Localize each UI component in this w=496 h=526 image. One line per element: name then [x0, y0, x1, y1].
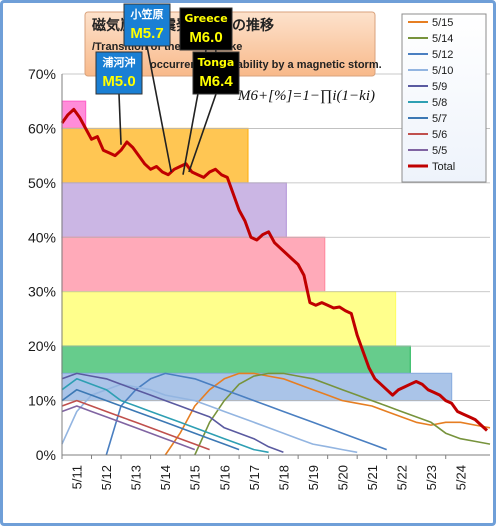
x-tick-label: 5/13 [129, 465, 144, 490]
legend-label: Total [432, 161, 455, 173]
annotation-box [192, 51, 240, 95]
x-tick-label: 5/18 [276, 465, 291, 490]
x-tick-label: 5/14 [158, 465, 173, 490]
annotation-arrow [188, 93, 217, 173]
probability-bands [61, 100, 453, 402]
x-tick-label: 5/19 [306, 465, 321, 490]
annotation-place: 浦河沖 [103, 55, 136, 69]
y-tick-label: 20% [28, 338, 56, 354]
legend-label: 5/5 [432, 145, 447, 157]
series-5-5 [61, 405, 196, 451]
series-5-7 [61, 388, 240, 451]
x-tick-label: 5/21 [365, 465, 380, 490]
probability-formula: M6+[%]=1−∏i(1−ki) [237, 88, 375, 104]
y-tick-label: 0% [36, 447, 56, 463]
band-6 [61, 372, 453, 402]
event-annotations: 浦河沖 M5.0 小笠原 M5.7 Greece M6.0 Tonga M6.4 [95, 3, 240, 175]
annotation-arrow [118, 93, 122, 145]
legend-label: 5/9 [432, 81, 447, 93]
x-tick-label: 5/20 [335, 465, 350, 490]
series-5-14 [194, 372, 491, 456]
y-tick-label: 40% [28, 229, 56, 245]
series-5-6 [61, 399, 210, 451]
legend-label: 5/7 [432, 113, 447, 125]
x-tick-label: 5/11 [70, 465, 85, 489]
legend-label: 5/10 [432, 65, 453, 77]
series-lines [60, 107, 491, 456]
chart-subtitle-line-2: occurrence probability by a magnetic sto… [150, 59, 382, 71]
annotation-place: Greece [184, 12, 227, 25]
legend-label: 5/15 [432, 17, 453, 29]
annotation-magnitude: M6.0 [189, 29, 222, 46]
band-5 [61, 345, 411, 374]
x-tick-label: 5/16 [217, 465, 232, 490]
band-4 [61, 291, 397, 347]
y-tick-label: 70% [28, 66, 56, 82]
annotation-box [95, 51, 143, 95]
x-tick-label: 5/17 [247, 465, 262, 490]
annotation-magnitude: M5.7 [130, 25, 163, 42]
axes [61, 74, 490, 456]
legend-label: 5/14 [432, 33, 453, 45]
series-5-12 [105, 372, 387, 456]
series-Total [60, 107, 489, 432]
x-tick-labels: 5/11 5/12 5/13 5/14 5/15 5/16 5/17 5/18 5/19 5/20… [61, 455, 468, 490]
legend-label: 5/12 [432, 49, 453, 61]
y-tick-label: 60% [28, 120, 56, 136]
annotation-place: 小笠原 [130, 7, 164, 21]
legend: 5/15 5/14 5/12 5/10 5/9 5/8 5/7 5/6 5/5 Total [401, 13, 487, 183]
band-2 [61, 182, 287, 238]
annotation-box [179, 7, 233, 51]
x-tick-label: 5/24 [453, 465, 468, 490]
x-tick-label: 5/22 [394, 465, 409, 490]
series-5-9 [61, 372, 284, 454]
y-tick-label: 10% [28, 393, 56, 409]
annotation-arrow [146, 45, 172, 173]
series-5-8 [61, 377, 269, 454]
legend-label: 5/6 [432, 129, 447, 141]
legend-label: 5/8 [432, 97, 447, 109]
y-tick-labels: 0% 10% 20% 30% 40% 50% 60% 70% [28, 66, 56, 463]
series-5-15 [164, 372, 491, 456]
annotation-magnitude: M6.4 [199, 73, 233, 90]
x-tick-label: 5/23 [424, 465, 439, 490]
annotation-place: Tonga [198, 56, 235, 69]
x-tick-label: 5/15 [188, 465, 203, 490]
band-3 [61, 236, 326, 293]
annotation-box [123, 3, 171, 47]
series-5-10 [61, 383, 358, 454]
x-tick-label: 5/12 [99, 465, 114, 490]
y-tick-label: 30% [28, 284, 56, 300]
y-tick-label: 50% [28, 175, 56, 191]
annotation-magnitude: M5.0 [102, 73, 135, 90]
